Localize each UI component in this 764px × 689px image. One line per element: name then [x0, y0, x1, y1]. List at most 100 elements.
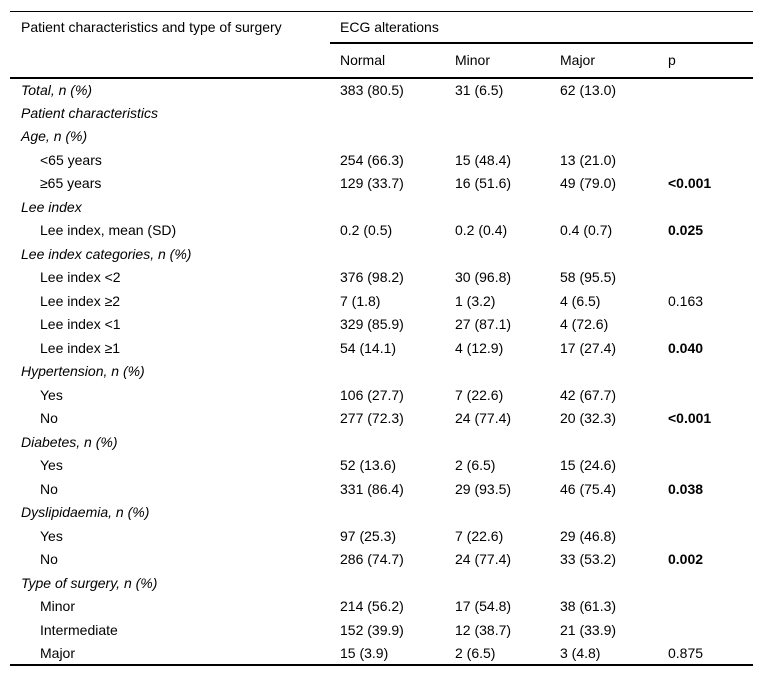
column-header-minor: Minor	[445, 42, 550, 79]
cell-major	[550, 242, 658, 266]
cell-minor: 27 (87.1)	[455, 316, 512, 333]
cell-major: 38 (61.3)	[560, 598, 617, 615]
group-header-row: Patient characteristics and type of surg…	[10, 11, 754, 44]
cell-normal: 331 (86.4)	[340, 480, 404, 497]
cell-normal: 129 (33.7)	[340, 175, 404, 192]
cell-p-value	[658, 618, 753, 642]
table-row: Age, n (%)	[10, 125, 753, 149]
cell-minor	[445, 101, 550, 125]
table-row: Lee index	[10, 195, 753, 219]
cell-major: 49 (79.0)	[560, 175, 617, 192]
table-row: Lee index <1 329 (85.9) 27 (87.1) 4 (72.6)	[10, 313, 753, 337]
cell-major	[550, 430, 658, 454]
cell-major: 4 (6.5)	[560, 292, 601, 309]
row-label: Age, n (%)	[21, 128, 88, 145]
row-label: Lee index	[21, 198, 82, 215]
row-label: Total, n (%)	[21, 81, 93, 98]
cell-normal: 0.2 (0.5)	[340, 222, 393, 239]
table-row: Hypertension, n (%)	[10, 360, 753, 384]
cell-normal: 254 (66.3)	[340, 151, 404, 168]
cell-major: 58 (95.5)	[560, 269, 617, 286]
cell-minor: 24 (77.4)	[455, 410, 512, 427]
cell-p-value	[658, 360, 753, 384]
table-header: Patient characteristics and type of surg…	[10, 11, 754, 79]
cell-normal	[330, 360, 445, 384]
cell-major: 13 (21.0)	[560, 151, 617, 168]
cell-normal: 152 (39.9)	[340, 621, 404, 638]
cell-normal: 286 (74.7)	[340, 551, 404, 568]
row-label: Intermediate	[40, 621, 118, 638]
cell-major: 3 (4.8)	[560, 644, 601, 661]
cell-p-value	[658, 101, 753, 125]
cell-minor	[445, 571, 550, 595]
column-header-characteristics: Patient characteristics and type of surg…	[21, 19, 282, 36]
group-header-ecg-alterations: ECG alterations	[330, 11, 754, 44]
cell-minor: 7 (22.6)	[455, 386, 504, 403]
table-row: No 277 (72.3) 24 (77.4) 20 (32.3) <0.001	[10, 407, 753, 431]
cell-p-value: <0.001	[668, 175, 712, 192]
cell-normal	[330, 195, 445, 219]
table-row: Lee index ≥2 7 (1.8) 1 (3.2) 4 (6.5) 0.163	[10, 289, 753, 313]
table-row: Yes 106 (27.7) 7 (22.6) 42 (67.7)	[10, 383, 753, 407]
column-header-major: Major	[550, 42, 658, 79]
cell-minor: 2 (6.5)	[455, 457, 496, 474]
cell-p-value: 0.038	[668, 480, 704, 497]
cell-major	[550, 360, 658, 384]
cell-p-value: 0.025	[668, 222, 704, 239]
row-label: No	[40, 410, 58, 427]
table-row: No 331 (86.4) 29 (93.5) 46 (75.4) 0.038	[10, 477, 753, 501]
cell-normal: 52 (13.6)	[340, 457, 397, 474]
cell-normal	[330, 101, 445, 125]
cell-normal: 376 (98.2)	[340, 269, 404, 286]
row-label: Diabetes, n (%)	[21, 433, 118, 450]
row-label: Yes	[40, 386, 63, 403]
cell-minor	[445, 501, 550, 525]
row-label: Lee index ≥1	[40, 339, 121, 356]
cell-normal: 7 (1.8)	[340, 292, 381, 309]
column-header-p: p	[658, 42, 754, 79]
table-row: Total, n (%) 383 (80.5) 31 (6.5) 62 (13.0)	[10, 78, 753, 102]
row-label: No	[40, 480, 58, 497]
row-label: Major	[40, 644, 76, 661]
row-label: No	[40, 551, 58, 568]
cell-p-value: 0.163	[668, 292, 704, 309]
cell-minor: 31 (6.5)	[455, 81, 504, 98]
cell-p-value	[658, 571, 753, 595]
cell-normal: 329 (85.9)	[340, 316, 404, 333]
cell-p-value	[658, 313, 753, 337]
cell-minor: 17 (54.8)	[455, 598, 512, 615]
cell-p-value	[658, 242, 753, 266]
cell-minor: 24 (77.4)	[455, 551, 512, 568]
cell-minor	[445, 195, 550, 219]
row-label: Lee index <1	[40, 316, 121, 333]
cell-p-value: <0.001	[668, 410, 712, 427]
cell-p-value	[658, 454, 753, 478]
cell-normal: 383 (80.5)	[340, 81, 404, 98]
cell-minor	[445, 125, 550, 149]
table-row: Minor 214 (56.2) 17 (54.8) 38 (61.3)	[10, 595, 753, 619]
row-label: ≥65 years	[40, 175, 102, 192]
table-row: Intermediate 152 (39.9) 12 (38.7) 21 (33.9)	[10, 618, 753, 642]
table-row: Lee index ≥1 54 (14.1) 4 (12.9) 17 (27.4) 0.…	[10, 336, 753, 360]
row-label: Yes	[40, 457, 63, 474]
row-label: Lee index, mean (SD)	[40, 222, 177, 239]
cell-minor: 16 (51.6)	[455, 175, 512, 192]
table-row: Yes 52 (13.6) 2 (6.5) 15 (24.6)	[10, 454, 753, 478]
cell-normal: 54 (14.1)	[340, 339, 397, 356]
table-row: Yes 97 (25.3) 7 (22.6) 29 (46.8)	[10, 524, 753, 548]
cell-major	[550, 571, 658, 595]
column-header-row: Normal Minor Major p	[10, 42, 754, 79]
table-body: Total, n (%) 383 (80.5) 31 (6.5) 62 (13.0) P…	[10, 78, 753, 666]
row-label: Lee index categories, n (%)	[21, 245, 192, 262]
cell-major	[550, 501, 658, 525]
cell-normal: 97 (25.3)	[340, 527, 397, 544]
cell-major: 29 (46.8)	[560, 527, 617, 544]
cell-p-value	[658, 430, 753, 454]
row-label: Minor	[40, 598, 76, 615]
cell-minor: 15 (48.4)	[455, 151, 512, 168]
table-row: <65 years 254 (66.3) 15 (48.4) 13 (21.0)	[10, 148, 753, 172]
table-row: Patient characteristics	[10, 101, 753, 125]
cell-normal	[330, 571, 445, 595]
row-label: <65 years	[40, 151, 102, 168]
cell-p-value	[658, 595, 753, 619]
